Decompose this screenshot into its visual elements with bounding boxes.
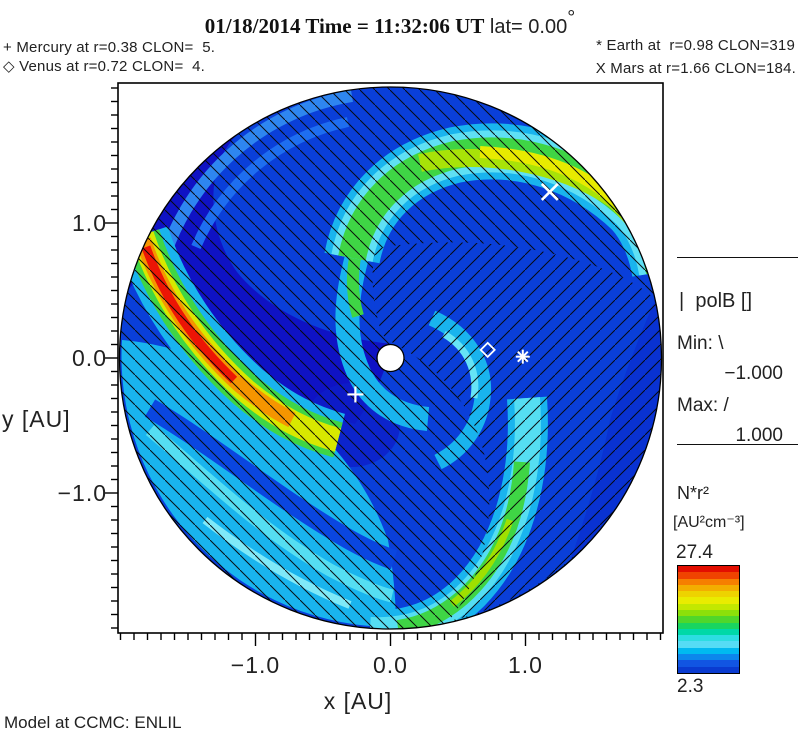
sun-disk (376, 343, 405, 373)
polB-title: | polB [] (679, 290, 752, 313)
page-title: 01/18/2014 Time = 11:32:06 UT lat= 0.00° (60, 7, 720, 39)
colorbar-band (678, 603, 739, 610)
polB-rule-bottom (677, 444, 798, 445)
legend-earth: * Earth at r=0.98 CLON=319 (596, 37, 795, 54)
colorbar-band (678, 641, 739, 648)
polB-line-symbol: | (679, 290, 685, 312)
axis-ticks (105, 87, 662, 646)
polB-min-value: −1.000 (724, 363, 783, 384)
colorbar-band (678, 578, 739, 585)
degree-symbol: ° (567, 7, 576, 29)
title-datetime: 01/18/2014 Time = 11:32:06 UT (204, 14, 485, 38)
colorbar-band (678, 616, 739, 623)
colorbar-band (678, 666, 739, 673)
colorbar-band (678, 591, 739, 598)
planet-symbols (347, 183, 559, 403)
title-latitude: lat= 0.00 (484, 16, 568, 38)
colorbar-band (678, 660, 739, 667)
venus-symbol (479, 341, 496, 359)
polB-label: polB [] (695, 290, 753, 312)
negative-hatch-symbol: \ (718, 333, 724, 354)
mars-symbol (540, 183, 559, 201)
legend-venus: ◇ Venus at r=0.72 CLON= 4. (3, 58, 206, 75)
outer-boundary-circle (118, 86, 663, 630)
polB-min-row: Min: \ (677, 333, 723, 355)
colorbar (677, 565, 740, 674)
colorbar-min: 2.3 (677, 676, 704, 697)
polB-max-label: Max: (677, 395, 719, 416)
colorbar-band (678, 647, 739, 654)
colorbar-band (678, 628, 739, 636)
colorbar-units: [AU²cm⁻³] (673, 514, 745, 531)
polB-min-label: Min: (677, 333, 713, 354)
colorbar-band (678, 609, 739, 617)
colorbar-band (678, 597, 739, 604)
polB-max-value: 1.000 (735, 425, 783, 446)
mercury-symbol (347, 386, 364, 403)
legend-mercury: + Mercury at r=0.38 CLON= 5. (3, 39, 216, 56)
x-axis-label: x [AU] (323, 688, 393, 714)
colorbar-band (678, 635, 739, 642)
colorbar-band (678, 566, 739, 573)
colorbar-quantity: N*r² (677, 483, 709, 503)
polB-title-gap (684, 290, 695, 312)
y-axis-label: y [AU] (2, 406, 71, 432)
model-credit: Model at CCMC: ENLIL (4, 713, 182, 732)
polB-max-row: Max: / (677, 395, 729, 417)
legend-mars: X Mars at r=1.66 CLON=184. (595, 60, 796, 77)
polB-rule-top (677, 257, 798, 258)
colorbar-band (678, 653, 739, 661)
colorbar-max: 27.4 (676, 542, 713, 563)
earth-symbol (515, 349, 530, 364)
colorbar-band (678, 572, 739, 579)
colorbar-band (678, 584, 739, 592)
colorbar-band (678, 622, 739, 629)
positive-hatch-symbol: / (723, 395, 729, 416)
